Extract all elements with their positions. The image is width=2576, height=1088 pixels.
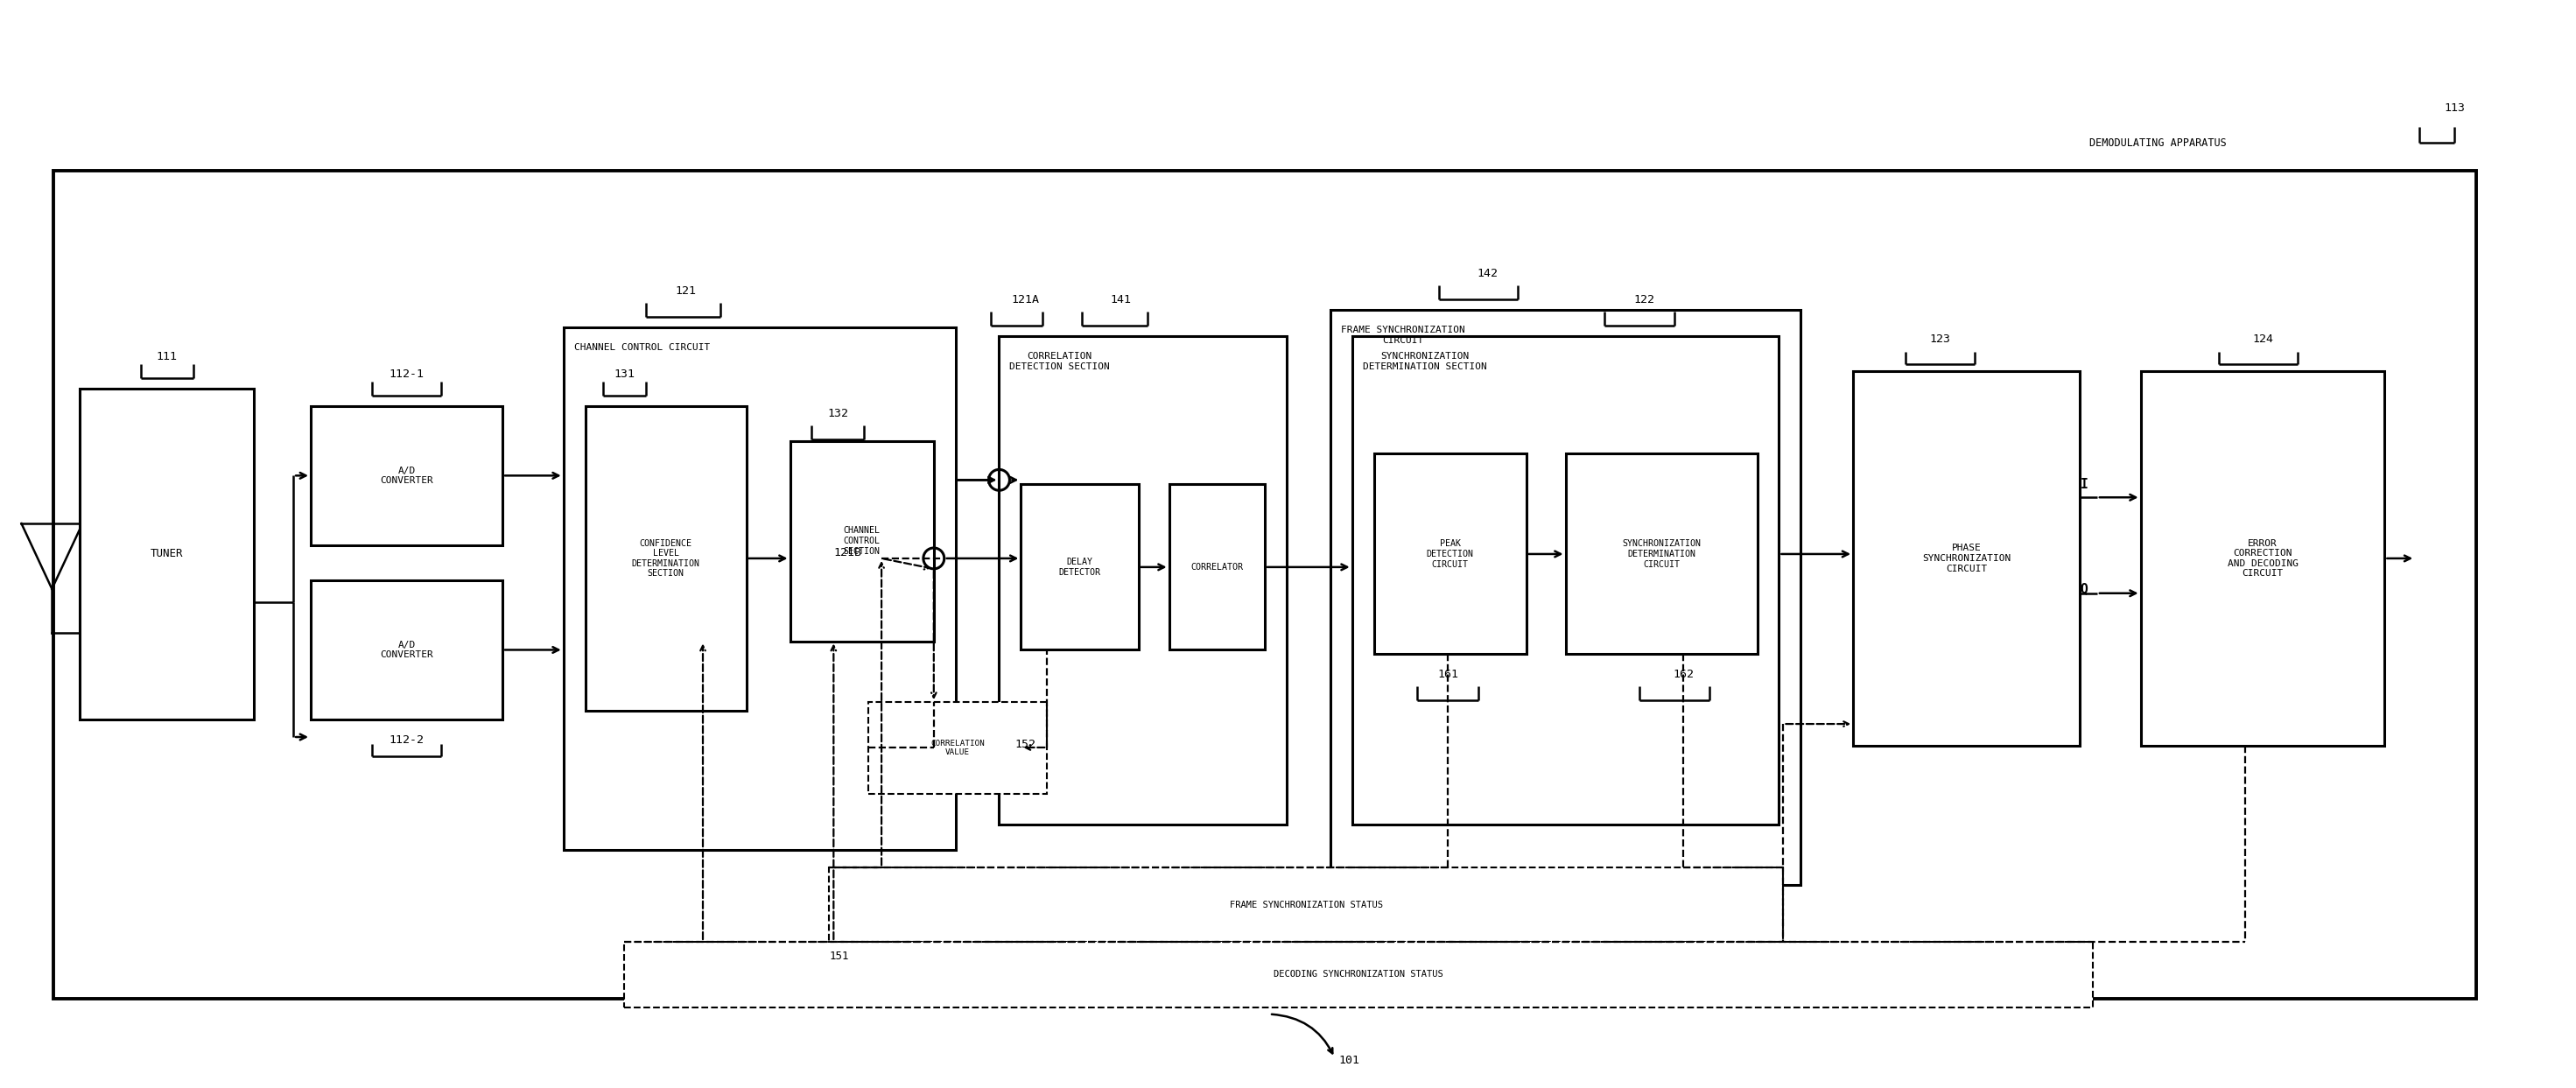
FancyBboxPatch shape [312,406,502,545]
Text: 152: 152 [1015,739,1036,750]
FancyBboxPatch shape [54,171,2476,999]
FancyBboxPatch shape [1852,371,2079,745]
Text: FRAME SYNCHRONIZATION
CIRCUIT: FRAME SYNCHRONIZATION CIRCUIT [1340,325,1466,345]
Text: 141: 141 [1110,294,1131,306]
FancyBboxPatch shape [1566,454,1757,654]
Text: I: I [2081,478,2087,491]
FancyBboxPatch shape [999,336,1285,824]
FancyBboxPatch shape [585,406,747,710]
Text: DECODING SYNCHRONIZATION STATUS: DECODING SYNCHRONIZATION STATUS [1273,970,1443,979]
Text: TUNER: TUNER [149,548,183,559]
Text: A/D
CONVERTER: A/D CONVERTER [381,466,433,485]
FancyBboxPatch shape [791,441,933,641]
Text: CHANNEL CONTROL CIRCUIT: CHANNEL CONTROL CIRCUIT [574,343,711,351]
Text: SYNCHRONIZATION
DETERMINATION SECTION: SYNCHRONIZATION DETERMINATION SECTION [1363,351,1486,371]
Text: PHASE
SYNCHRONIZATION
CIRCUIT: PHASE SYNCHRONIZATION CIRCUIT [1922,544,2012,573]
Text: DELAY
DETECTOR: DELAY DETECTOR [1059,558,1100,577]
FancyBboxPatch shape [829,868,1783,942]
Text: 151: 151 [829,951,850,962]
Text: CONFIDENCE
LEVEL
DETERMINATION
SECTION: CONFIDENCE LEVEL DETERMINATION SECTION [631,539,701,578]
FancyBboxPatch shape [1352,336,1780,824]
Text: Q: Q [2081,582,2087,595]
FancyBboxPatch shape [564,327,956,851]
Text: 161: 161 [1437,669,1458,680]
Text: CORRELATION
DETECTION SECTION: CORRELATION DETECTION SECTION [1010,351,1110,371]
FancyBboxPatch shape [2141,371,2385,745]
Text: 121A: 121A [1012,294,1038,306]
Text: 142: 142 [1476,268,1497,280]
Text: 124: 124 [2251,334,2272,345]
Text: 122: 122 [1633,294,1654,306]
FancyBboxPatch shape [80,388,255,719]
Text: SYNCHRONIZATION
DETERMINATION
CIRCUIT: SYNCHRONIZATION DETERMINATION CIRCUIT [1623,540,1700,569]
FancyBboxPatch shape [1170,484,1265,650]
Text: 162: 162 [1672,669,1692,680]
Text: PEAK
DETECTION
CIRCUIT: PEAK DETECTION CIRCUIT [1427,540,1473,569]
Text: 131: 131 [613,369,634,380]
Text: 121: 121 [675,285,696,297]
Text: 121B: 121B [835,547,860,558]
FancyBboxPatch shape [623,942,2092,1007]
Text: 112-2: 112-2 [389,734,425,745]
FancyBboxPatch shape [1020,484,1139,650]
FancyBboxPatch shape [868,702,1046,793]
Text: 111: 111 [157,351,178,362]
Text: 123: 123 [1929,334,1950,345]
FancyBboxPatch shape [1329,310,1801,886]
FancyBboxPatch shape [312,580,502,719]
Text: ERROR
CORRECTION
AND DECODING
CIRCUIT: ERROR CORRECTION AND DECODING CIRCUIT [2228,539,2298,578]
Text: 112-1: 112-1 [389,369,425,380]
Text: CHANNEL
CONTROL
SECTION: CHANNEL CONTROL SECTION [842,527,881,556]
FancyBboxPatch shape [1373,454,1528,654]
Text: FRAME SYNCHRONIZATION STATUS: FRAME SYNCHRONIZATION STATUS [1229,901,1383,910]
Text: CORRELATION
VALUE: CORRELATION VALUE [930,740,984,756]
Text: 113: 113 [2445,102,2465,114]
Text: CORRELATOR: CORRELATOR [1190,562,1244,571]
Text: DEMODULATING APPARATUS: DEMODULATING APPARATUS [2089,137,2226,149]
Text: A/D
CONVERTER: A/D CONVERTER [381,641,433,659]
Text: 132: 132 [827,408,848,419]
Text: 101: 101 [1340,1055,1360,1066]
